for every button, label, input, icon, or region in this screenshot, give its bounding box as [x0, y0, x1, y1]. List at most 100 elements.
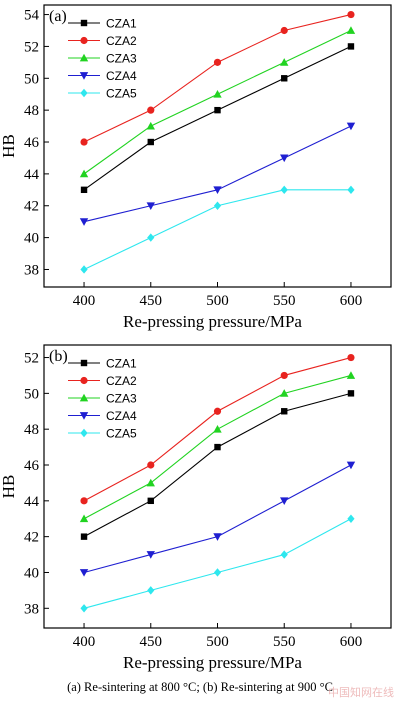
- series-cza2: [80, 10, 355, 146]
- y-tick-label: 42: [24, 530, 39, 546]
- legend-entry: CZA5: [106, 427, 137, 441]
- y-tick-label: 38: [24, 262, 39, 278]
- x-tick-label: 400: [73, 293, 96, 309]
- y-tick-label: 46: [24, 458, 40, 474]
- data-point: [147, 106, 155, 114]
- series-line: [83, 464, 352, 574]
- data-point: [80, 138, 88, 146]
- y-tick-label: 44: [24, 167, 40, 183]
- legend-entry: CZA2: [106, 374, 137, 388]
- legend-entry: CZA5: [106, 87, 137, 101]
- data-point: [280, 389, 289, 397]
- legend: CZA1 CZA2 CZA3 CZA4 CZA5: [68, 357, 137, 441]
- data-point: [280, 154, 289, 163]
- y-tick-label: 40: [24, 231, 39, 247]
- y-tick-label: 40: [24, 565, 39, 581]
- data-point: [347, 390, 355, 397]
- legend-entry: CZA1: [106, 17, 137, 31]
- legend-marker: [80, 359, 88, 367]
- series-line: [83, 518, 352, 609]
- data-point: [80, 533, 88, 540]
- y-tick-label: 52: [24, 39, 39, 55]
- panel-label: (b): [49, 348, 68, 365]
- series-cza5: [80, 514, 355, 613]
- y-tick-label: 44: [24, 494, 40, 510]
- data-point: [346, 371, 356, 379]
- series-cza4: [79, 461, 356, 577]
- x-tick-label: 400: [73, 634, 96, 650]
- series-cza3: [79, 26, 356, 178]
- y-tick-label: 42: [24, 199, 39, 215]
- figure-caption: (a) Re-sintering at 800 °C; (b) Re-sinte…: [67, 680, 333, 694]
- series-cza3: [79, 371, 356, 523]
- y-tick-label: 38: [24, 601, 39, 617]
- legend: CZA1 CZA2 CZA3 CZA4 CZA5: [68, 17, 137, 101]
- data-point: [147, 233, 155, 242]
- y-tick-label: 46: [24, 135, 40, 151]
- series-cza1: [80, 43, 355, 194]
- chart-panel-b: 400 450 500 550 600 38 40 42 44 46 48 50 52 Re-pressi…: [0, 344, 392, 672]
- data-point: [213, 424, 222, 433]
- data-point: [80, 265, 88, 274]
- data-point: [79, 169, 89, 178]
- data-point: [213, 201, 222, 210]
- data-point: [280, 371, 288, 380]
- legend-marker: [79, 412, 89, 420]
- y-tick-label: 52: [24, 351, 39, 367]
- data-point: [213, 407, 222, 415]
- x-tick-label: 500: [206, 293, 229, 309]
- legend-marker: [80, 88, 88, 98]
- panel-label: (a): [49, 8, 67, 25]
- x-tick-label: 450: [140, 293, 163, 309]
- y-tick-label: 48: [24, 422, 39, 438]
- x-axis-label: Re-pressing pressure/MPa: [123, 653, 302, 672]
- data-point: [79, 569, 89, 577]
- data-point: [147, 497, 154, 505]
- data-point: [214, 106, 221, 114]
- data-point: [346, 461, 356, 470]
- data-point: [280, 26, 288, 35]
- data-point: [146, 202, 155, 210]
- x-tick-label: 600: [340, 293, 363, 309]
- data-point: [146, 121, 155, 130]
- data-point: [213, 533, 222, 541]
- data-point: [280, 497, 289, 506]
- plot-frame: [43, 344, 392, 629]
- series-cza1: [80, 390, 355, 540]
- y-axis-label: HB: [0, 475, 18, 499]
- x-tick-label: 550: [273, 293, 296, 309]
- x-tick-label: 550: [273, 634, 296, 650]
- data-point: [80, 604, 88, 613]
- data-point: [347, 514, 355, 523]
- plot-frame: [43, 4, 392, 288]
- data-point: [214, 443, 221, 451]
- data-point: [347, 10, 355, 19]
- data-point: [280, 185, 288, 195]
- x-tick-label: 450: [140, 634, 163, 650]
- data-point: [281, 75, 288, 82]
- y-axis-label: HB: [0, 134, 18, 158]
- chart-panel-a: 400 450 500 550 600 38 40 42 44 46 48 50 52 54 Re-pres…: [0, 4, 392, 331]
- data-point: [346, 122, 356, 131]
- data-point: [280, 550, 288, 559]
- legend-marker: [79, 72, 89, 80]
- series-cza4: [79, 122, 356, 226]
- data-point: [213, 186, 222, 195]
- legend-marker: [80, 36, 88, 45]
- legend-entry: CZA4: [106, 409, 137, 423]
- legend-marker: [80, 376, 88, 385]
- y-tick-label: 48: [24, 103, 39, 119]
- data-point: [213, 58, 222, 66]
- legend-marker: [80, 19, 88, 27]
- watermark: 中国知网在线: [328, 686, 394, 699]
- y-tick-label: 54: [24, 8, 40, 24]
- data-point: [280, 58, 289, 66]
- data-point: [80, 186, 88, 194]
- data-point: [347, 185, 355, 195]
- series-cza5: [80, 185, 355, 274]
- legend-marker: [79, 53, 89, 62]
- x-tick-label: 500: [206, 634, 229, 650]
- data-point: [147, 138, 154, 146]
- data-point: [146, 551, 155, 559]
